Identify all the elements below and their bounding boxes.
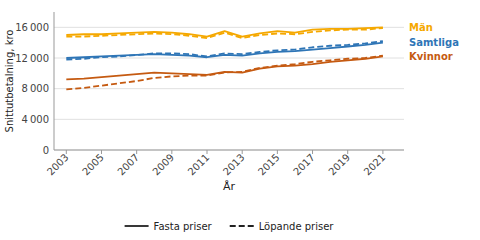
series-line [66, 28, 383, 38]
legend-swatch [125, 225, 149, 227]
x-tick [242, 150, 243, 154]
grid-line [54, 27, 404, 28]
series-label: Kvinnor [409, 51, 453, 62]
x-tick-label: 2011 [186, 152, 212, 178]
x-tick-label: 2003 [45, 152, 71, 178]
x-tick-label: 2019 [326, 152, 352, 178]
legend-item: Fasta priser [125, 221, 213, 232]
x-tick-label: 2015 [256, 152, 282, 178]
grid-line [54, 119, 404, 120]
grid-line [54, 150, 404, 151]
x-tick [277, 150, 278, 154]
x-axis-label: År [223, 180, 236, 193]
y-tick-label: 8 000 [22, 83, 49, 94]
y-tick-label: 16 000 [15, 22, 49, 33]
x-tick [66, 150, 67, 154]
series-line [66, 56, 383, 79]
x-tick [101, 150, 102, 154]
x-tick [136, 150, 137, 154]
x-tick [312, 150, 313, 154]
x-tick-label: 2013 [221, 152, 247, 178]
chart: 0 4 000 8 000 12 000 16 000 2003 2005 2007 2009 2… [0, 0, 480, 240]
x-tick [382, 150, 383, 154]
x-tick [347, 150, 348, 154]
legend-label: Fasta priser [154, 221, 213, 232]
series-line [66, 43, 383, 58]
series-label: Män [409, 22, 433, 33]
legend: Fasta priser Löpande priser [125, 221, 335, 232]
series-label: Samtliga [409, 37, 459, 48]
y-tick-label: 12 000 [15, 53, 49, 64]
series-line [66, 41, 383, 59]
x-tick-label: 2009 [150, 152, 176, 178]
y-tick-label: 4 000 [22, 114, 49, 125]
x-axis-line [54, 150, 404, 151]
series-line [66, 56, 383, 90]
y-tick-label: 0 [43, 145, 49, 156]
y-axis-label: Snittutbetalning, kro [4, 30, 15, 133]
lines [66, 27, 383, 89]
series-line [66, 27, 383, 36]
y-axis-line [54, 12, 55, 150]
x-tick [171, 150, 172, 154]
x-tick [207, 150, 208, 154]
x-tick-label: 2007 [115, 152, 141, 178]
y-grid [54, 27, 404, 150]
legend-item: Löpande priser [230, 221, 335, 232]
x-tick-label: 2021 [362, 152, 388, 178]
x-tick-label: 2017 [291, 152, 317, 178]
grid-line [54, 88, 404, 89]
legend-swatch [230, 225, 254, 227]
legend-label: Löpande priser [259, 221, 335, 232]
x-tick-label: 2005 [80, 152, 106, 178]
